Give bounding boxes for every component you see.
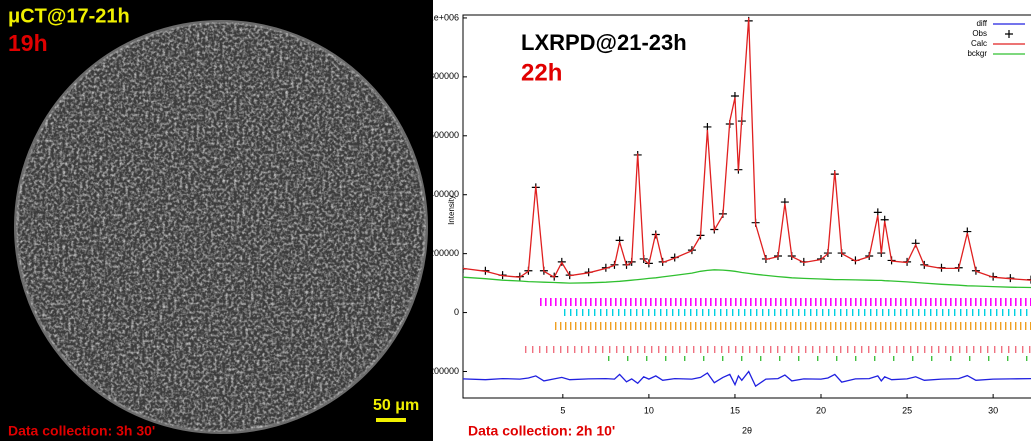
series-layer [463, 16, 1031, 388]
xrd-panel: LXRPD@21-23h 22h 2θ Intensity Data colle… [426, 12, 1031, 439]
legend-label: Obs [972, 29, 987, 38]
y-tick-label: 1e+006 [429, 12, 459, 22]
x-tick-label: 15 [730, 405, 740, 415]
y-tick-label: 800000 [429, 71, 459, 81]
y-tick-label: 0 [454, 307, 459, 317]
ct-texture [16, 22, 426, 432]
legend-label: bckgr [967, 49, 987, 58]
reflection-markers [525, 298, 1031, 361]
x-tick-label: 25 [902, 405, 912, 415]
reflections-phase-5 [600, 356, 1031, 361]
chart-subtitle: 22h [521, 59, 562, 86]
legend-marker [1005, 30, 1013, 38]
legend-label: Calc [971, 39, 987, 48]
reflections-phase-3 [555, 322, 1031, 330]
legend-box [951, 18, 1031, 62]
reflections-phase-1 [540, 298, 1031, 306]
ct-time: 19h [8, 30, 48, 56]
y-axis-label: Intensity [447, 195, 456, 225]
scale-bar [376, 418, 406, 422]
reflections-phase-2 [560, 309, 1031, 316]
x-tick-label: 20 [816, 405, 826, 415]
ct-title: μCT@17-21h [8, 5, 130, 27]
y-tick-label: -200000 [426, 366, 459, 376]
chart-footer: Data collection: 2h 10' [468, 423, 615, 439]
obs-marker [873, 208, 882, 217]
obs-marker [703, 122, 712, 131]
x-tick-label: 30 [988, 405, 998, 415]
y-tick-label: 200000 [429, 248, 459, 258]
x-tick-label: 10 [644, 405, 654, 415]
series-line [463, 370, 1031, 388]
reflections-phase-4 [525, 346, 1031, 353]
x-axis-label: 2θ [742, 425, 752, 435]
y-tick-label: 600000 [429, 130, 459, 140]
y-tick-label: 400000 [429, 189, 459, 199]
series-line [463, 269, 1031, 289]
ct-panel: μCT@17-21h 19h 50 μm Data collection: 3h… [0, 0, 433, 441]
ct-footer: Data collection: 3h 30' [8, 423, 155, 439]
plot-frame [462, 14, 1031, 399]
x-tick-label: 5 [560, 405, 565, 415]
scale-bar-label: 50 μm [373, 397, 419, 414]
chart-title: LXRPD@21-23h [521, 30, 687, 55]
series-line [463, 17, 1031, 281]
legend-label: diff [976, 19, 987, 28]
